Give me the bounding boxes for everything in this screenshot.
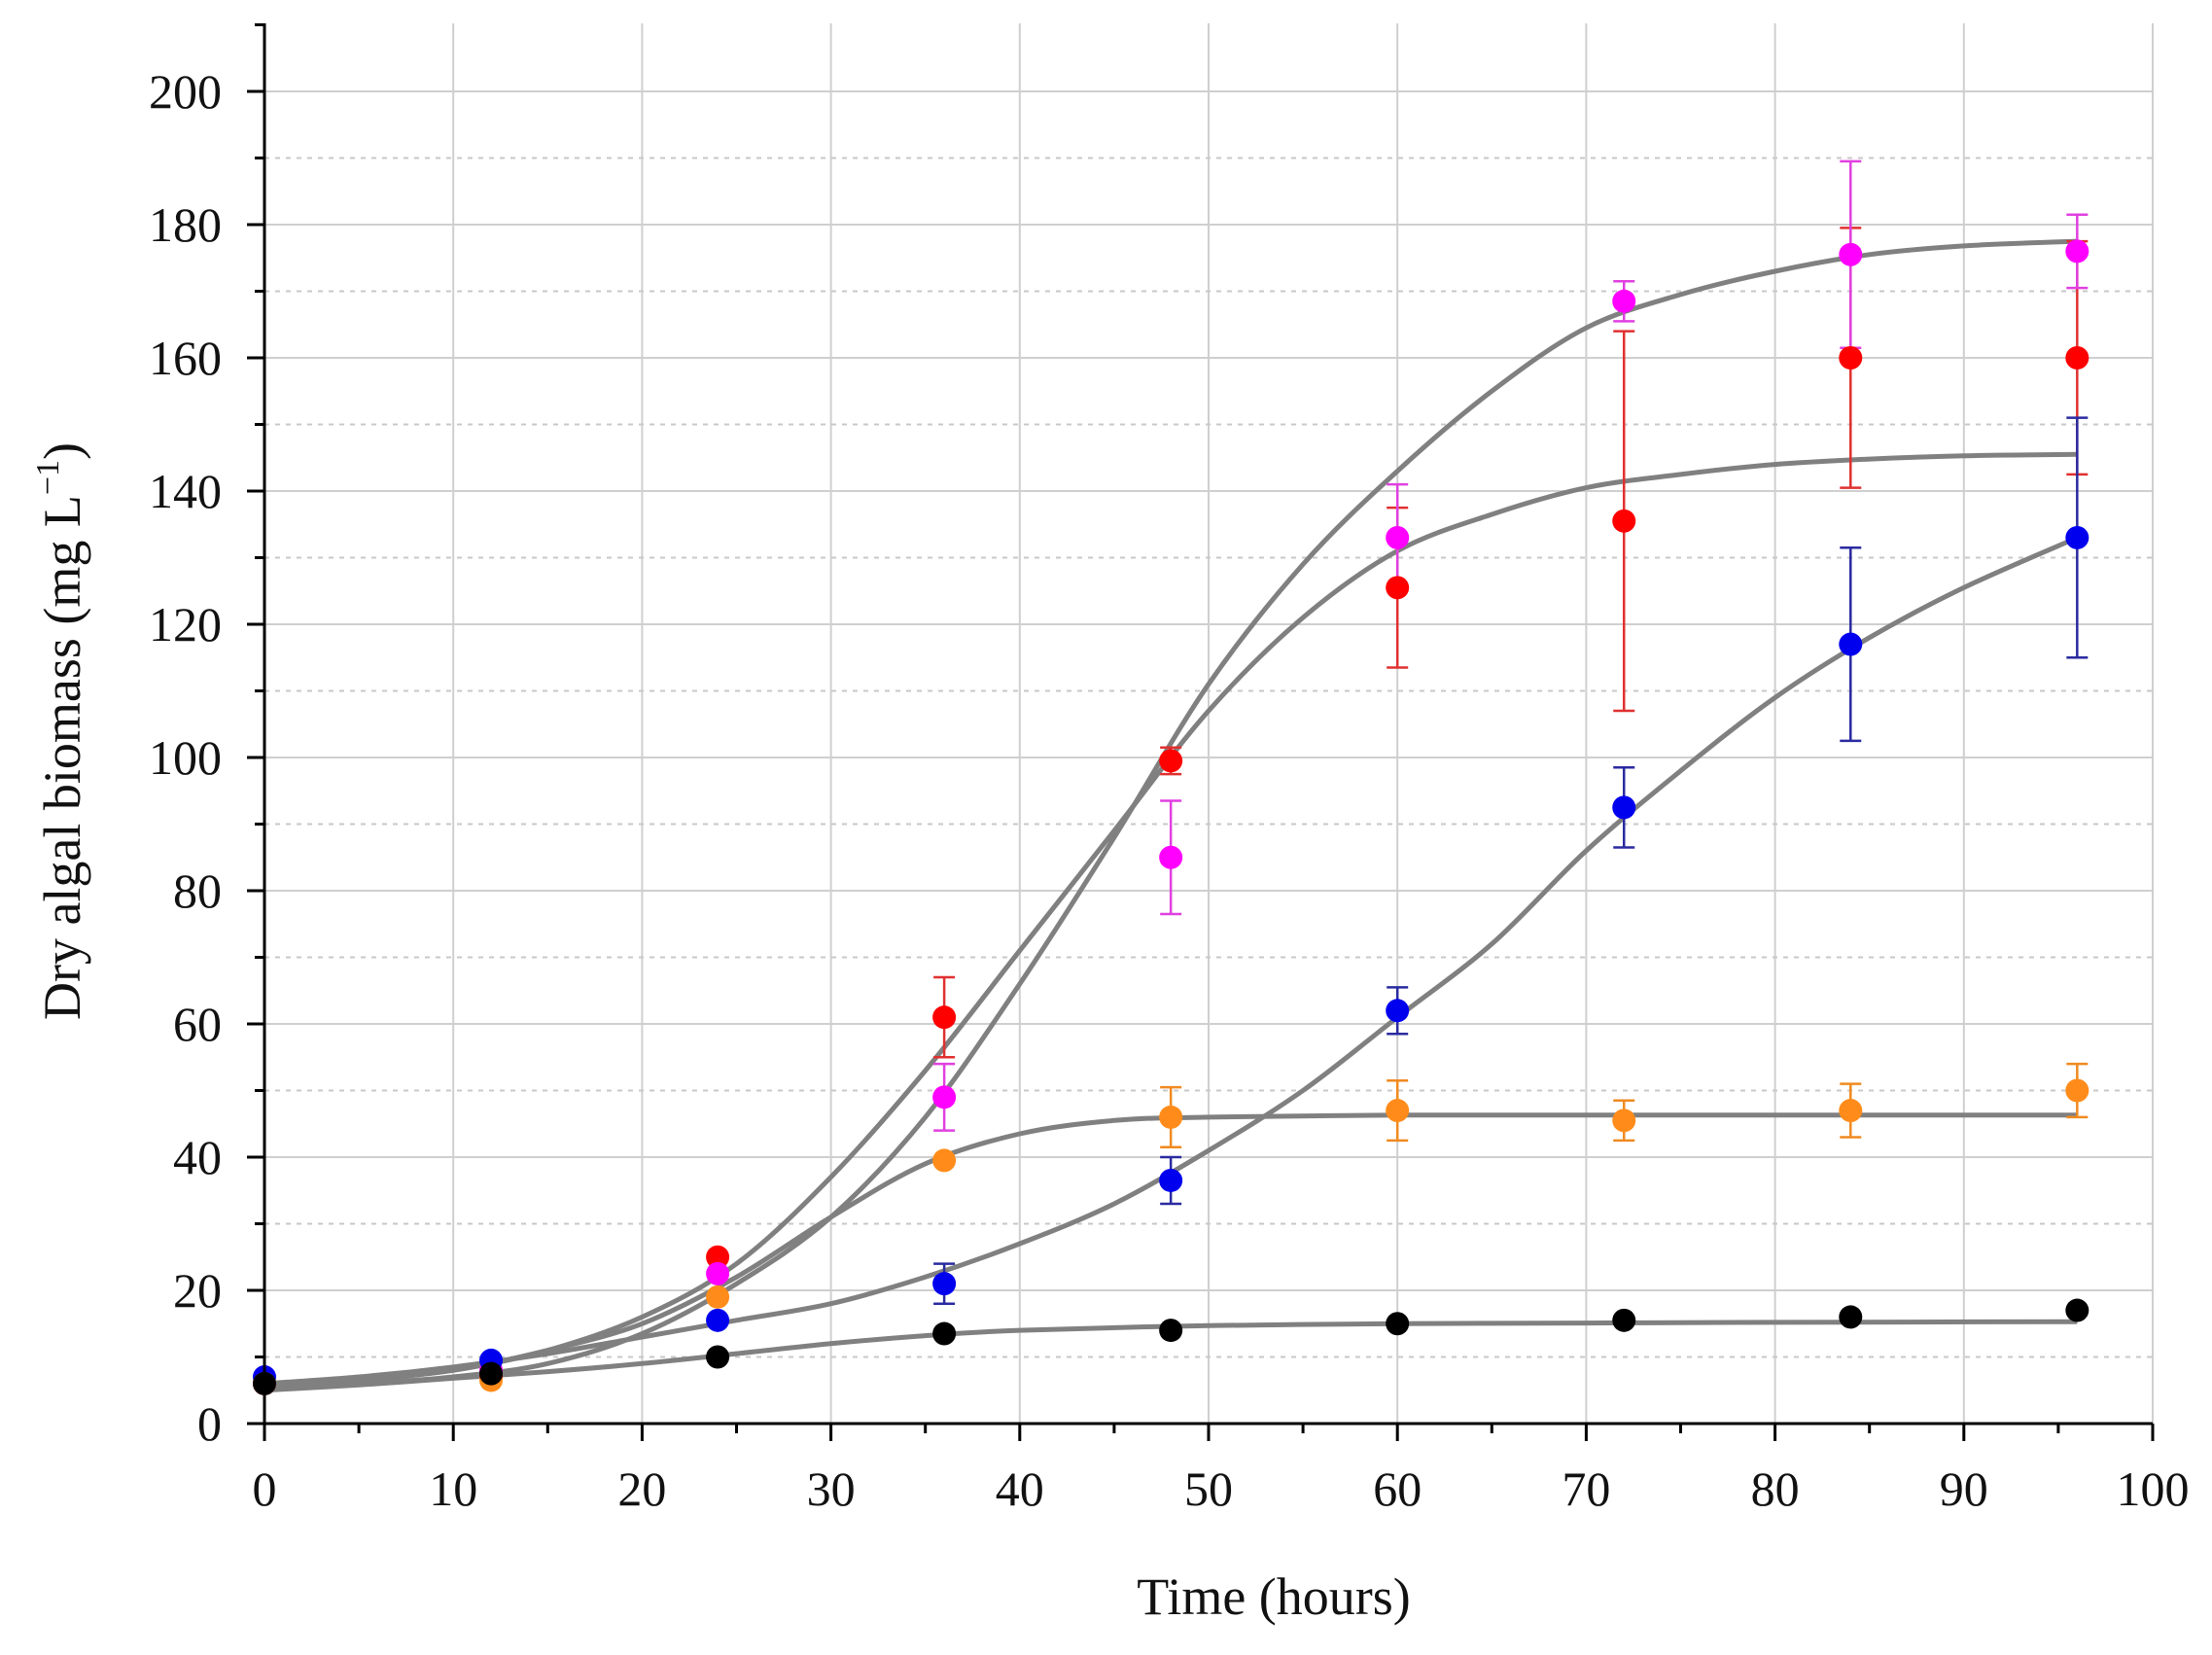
data-point-blue [932,1272,957,1296]
fit-curve-blue [263,535,2079,1387]
x-axis-title: Time (hours) [1137,1567,1411,1626]
data-point-black [1612,1308,1636,1332]
data-point-blue [1159,1168,1183,1192]
x-tick-label: 20 [617,1461,666,1516]
error-bars [933,159,2089,1305]
y-tick-label: 180 [149,197,222,252]
y-tick-label: 60 [173,997,222,1051]
data-point-blue [706,1308,730,1332]
data-point-blue [1612,795,1636,820]
x-tick-label: 70 [1562,1461,1610,1516]
y-tick-label: 100 [149,730,222,785]
data-point-red [706,1245,730,1269]
x-tick-label: 30 [807,1461,856,1516]
x-tick-label: 40 [996,1461,1044,1516]
y-axis-title-close: ) [33,442,91,460]
data-point-red [1839,346,1863,370]
data-point-magenta [1612,289,1636,313]
data-point-black [1839,1305,1863,1329]
y-tick-label: 20 [173,1263,222,1318]
fit-curve-magenta [263,238,2078,1390]
data-point-red [1159,749,1183,773]
data-point-black [706,1345,730,1369]
x-tick-label: 60 [1373,1461,1422,1516]
y-axis-title: Dry algal biomass (mg L−1) [30,442,91,1020]
data-point-magenta [706,1261,730,1285]
data-point-orange [1386,1099,1410,1123]
y-tick-label: 0 [197,1396,222,1451]
data-point-magenta [1159,845,1183,869]
y-tick-label: 80 [173,863,222,918]
data-point-black [932,1321,957,1346]
data-point-orange [2065,1078,2089,1103]
x-tick-label: 90 [1940,1461,1988,1516]
x-tick-label: 80 [1751,1461,1800,1516]
data-point-red [932,1005,957,1030]
data-point-blue [1839,632,1863,656]
x-tick-label: 0 [253,1461,277,1516]
y-tick-label: 200 [149,64,222,119]
data-point-red [2065,346,2089,370]
data-point-black [1386,1312,1410,1336]
y-axis-title-exponent: −1 [30,460,66,495]
data-point-orange [1839,1099,1863,1123]
data-point-orange [932,1148,957,1173]
data-point-magenta [2065,239,2089,264]
data-point-orange [706,1285,730,1309]
data-point-orange [1612,1109,1636,1133]
data-point-magenta [1386,525,1410,549]
y-tick-label: 120 [149,597,222,651]
gridlines [264,23,2154,1424]
y-tick-label: 40 [173,1130,222,1184]
data-point-blue [2065,525,2089,549]
tick-labels: 0 10 20 30 40 50 60 70 80 90 100 0 20 40 60 80 100 120 140… [149,64,2190,1516]
data-point-black [2065,1298,2089,1322]
data-point-red [1386,576,1410,600]
data-point-blue [1386,999,1410,1023]
x-tick-label: 10 [429,1461,477,1516]
fitted-curves [263,238,2079,1393]
y-tick-label: 140 [149,464,222,518]
data-point-magenta [932,1085,957,1109]
data-point-black [1159,1319,1183,1343]
axes [247,23,2155,1441]
data-point-red [1612,509,1636,533]
y-tick-label: 160 [149,331,222,385]
data-point-black [479,1361,504,1386]
fit-curve-orange [263,1112,2078,1390]
y-axis-title-main: Dry algal biomass (mg L [33,495,91,1020]
data-point-magenta [1839,242,1863,266]
data-point-orange [1159,1105,1183,1129]
x-tick-label: 100 [2117,1461,2190,1516]
fit-curve-red [263,451,2078,1390]
x-tick-label: 50 [1184,1461,1233,1516]
